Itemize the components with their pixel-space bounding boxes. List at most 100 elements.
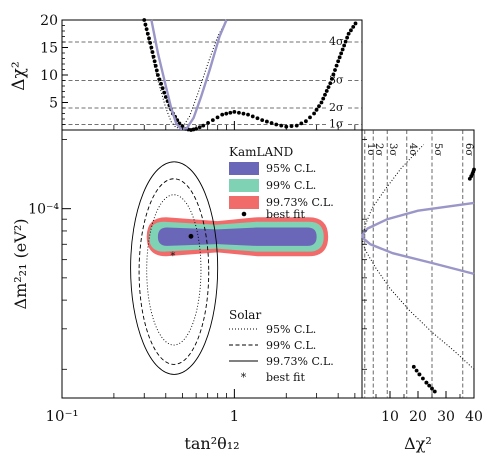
top-kamland-dot <box>339 51 344 56</box>
top-kamland-dot <box>148 41 153 45</box>
top-kamland-dot <box>343 39 348 44</box>
right-xtick-label: 40 <box>465 409 483 425</box>
top-kamland-dot <box>250 114 255 119</box>
top-kamland-dot <box>152 59 157 64</box>
top-combined-curve <box>150 19 228 131</box>
right-xtick-label: 30 <box>437 409 455 425</box>
legend-swatch-99 <box>229 179 259 192</box>
top-kamland-dot <box>210 118 215 122</box>
main-xlabel: tan²θ₁₂ <box>184 434 239 453</box>
top-ytick-label: 5 <box>49 96 58 112</box>
solar-contours: * <box>130 161 219 375</box>
axis-ticks: 5 10 15 20 10⁻¹ 1 10⁻⁴ 10 20 30 40 <box>28 13 483 425</box>
top-kamland-dot <box>197 125 202 130</box>
top-sigma-label-2: 2σ <box>329 101 344 114</box>
top-kamland-dot <box>319 100 324 105</box>
right-kamland-dot <box>414 368 419 373</box>
solar-legend-title: Solar <box>229 308 261 322</box>
top-kamland-dot <box>289 124 294 129</box>
top-sigma-label-bg-1 <box>327 117 347 129</box>
solar-legend-item-bestfit: best fit <box>266 371 305 384</box>
right-kamland-dot <box>421 376 425 381</box>
top-kamland-dot <box>246 112 250 117</box>
top-ytick-label: 20 <box>40 13 58 29</box>
top-kamland-dot <box>215 115 220 120</box>
top-kamland-dot <box>269 121 274 125</box>
solar-contour-dotted <box>146 194 202 346</box>
kamland-regions <box>146 217 329 257</box>
top-series <box>142 18 358 132</box>
top-sigma-label-3: 3σ <box>329 74 344 87</box>
top-solar-curve <box>143 19 227 129</box>
top-kamland-dot <box>145 31 150 36</box>
right-xtick-label: 20 <box>409 409 427 425</box>
top-kamland-dot <box>264 119 269 124</box>
top-kamland-dot <box>328 81 333 86</box>
top-kamland-dot <box>255 116 260 121</box>
right-sigma-label-1: 1σ <box>365 143 376 156</box>
top-kamland-dot <box>279 123 284 128</box>
right-kamland-dot <box>411 364 416 369</box>
top-kamland-dot <box>346 31 351 36</box>
solar-legend: Solar * 95% C.L. 99% C.L. 99.73% C.L. be… <box>229 308 334 384</box>
main-xtick-label: 10⁻¹ <box>45 407 78 425</box>
top-kamland-dot <box>353 21 358 26</box>
right-xtick-label: 10 <box>381 409 399 425</box>
kamland-best-fit-point <box>188 233 194 239</box>
top-kamland-dot <box>331 72 336 77</box>
top-kamland-dot <box>154 68 159 73</box>
top-panel-frame <box>61 19 363 131</box>
top-kamland-dot <box>329 76 334 81</box>
top-kamland-dot <box>323 92 327 97</box>
top-kamland-dot <box>151 54 156 59</box>
right-kamland-dot <box>432 389 437 394</box>
top-kamland-dot <box>220 112 225 117</box>
right-combined-curve <box>360 201 475 276</box>
right-sigma-label-3: 3σ <box>387 143 398 156</box>
top-kamland-dot <box>157 77 162 82</box>
legend-bestfit-dot <box>241 211 247 217</box>
right-kamland-dot <box>424 380 429 385</box>
right-kamland-dot <box>472 167 476 172</box>
right-sigma-label-2: 2σ <box>373 143 384 156</box>
top-kamland-dot <box>232 109 237 114</box>
top-kamland-dot <box>201 123 206 128</box>
solar-legend-item-95: 95% C.L. <box>266 323 316 336</box>
top-kamland-dot <box>304 119 308 124</box>
top-kamland-dot <box>342 43 347 48</box>
right-xlabel: Δχ² <box>404 434 432 453</box>
right-solar-curve <box>362 144 475 370</box>
top-kamland-dot <box>326 85 331 89</box>
top-sigma-label-4: 4σ <box>329 35 344 48</box>
top-kamland-dot <box>237 110 241 115</box>
top-kamland-dot <box>274 122 279 127</box>
solar-contour-dashed <box>138 178 210 365</box>
right-sigma-label-5: 5σ <box>432 143 443 156</box>
top-kamland-dot <box>294 123 299 128</box>
kamland-legend-item-9973: 99.73% C.L. <box>266 196 334 209</box>
top-kamland-dot <box>228 110 233 115</box>
legend-swatch-9973 <box>229 196 259 209</box>
top-sigma-label-1: 1σ <box>329 118 344 131</box>
top-kamland-dot <box>162 90 167 95</box>
top-kamland-dot <box>312 111 316 116</box>
top-kamland-dot <box>150 50 155 54</box>
right-kamland-dot <box>417 372 422 377</box>
solar-legend-item-9973: 99.73% C.L. <box>266 355 334 368</box>
right-kamland-dot <box>427 383 432 388</box>
top-ytick-label: 10 <box>40 68 58 84</box>
main-ytick-label: 10⁻⁴ <box>28 202 59 218</box>
top-kamland-dot <box>160 86 165 91</box>
top-sigma-label-bg-4 <box>327 35 347 46</box>
top-kamland-dot <box>147 36 151 41</box>
top-sigma-label-bg-2 <box>327 101 347 112</box>
top-kamland-dot <box>299 121 304 126</box>
right-series <box>360 144 476 394</box>
legend-bestfit-star: * <box>241 371 247 384</box>
top-kamland-dot <box>153 63 158 68</box>
top-kamland-dot <box>349 28 353 33</box>
top-ytick-label: 15 <box>40 41 58 57</box>
top-kamland-dot <box>333 68 337 72</box>
solar-legend-item-99: 99% C.L. <box>266 339 316 352</box>
